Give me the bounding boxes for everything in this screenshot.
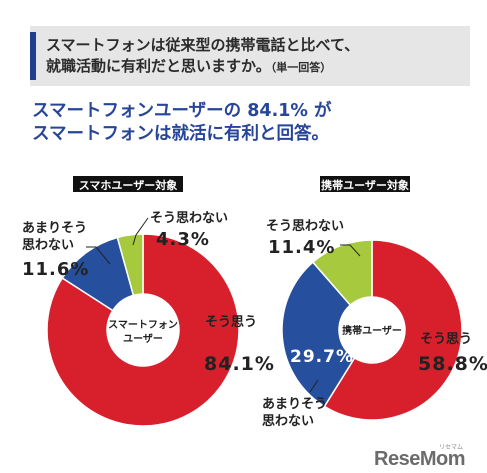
slice-label-2-3-line-1: そう思わない	[266, 219, 344, 234]
center-label-2-1: 携帯ユーザー	[342, 324, 402, 337]
headline: スマートフォンユーザーの 84.1% が スマートフォンは就活に有利と回答。	[32, 100, 332, 146]
slice-value-1-2: 11.6%	[22, 259, 89, 280]
slice-value-2-3: 11.4%	[268, 237, 335, 258]
leader-line-2-3	[340, 244, 361, 257]
question-line-2-text: 就職活動に有利だと思いますか。	[46, 57, 271, 75]
slice-1-1	[46, 233, 240, 427]
question-text: スマートフォンは従来型の携帯電話と比べて、 就職活動に有利だと思いますか。（単一…	[46, 35, 359, 78]
resemom-logo: ReseMom リセマム	[374, 445, 465, 471]
leader-line-1-2	[86, 246, 111, 265]
slice-label-2-2-line-1: あまりそう	[262, 397, 327, 412]
slice-label-1-2-line-1: あまりそう	[22, 221, 87, 236]
chart-title-bg-2	[320, 176, 410, 192]
question-line-2: 就職活動に有利だと思いますか。（単一回答）	[46, 56, 359, 78]
slice-value-1-3: 4.3%	[156, 229, 210, 250]
donut-hole-2	[339, 297, 405, 363]
logo-small-text: リセマム	[438, 445, 463, 451]
headline-line-1: スマートフォンユーザーの 84.1% が	[32, 101, 332, 121]
question-accent-bar	[30, 32, 36, 80]
slice-value-2-1: 58.8%	[418, 353, 487, 375]
center-label-1-2: ユーザー	[123, 333, 163, 345]
slice-label-1-1-line-1: そう思う	[205, 315, 257, 330]
slice-label-2-2-line-2: 思わない	[262, 414, 314, 429]
chart-title-1: スマホユーザー対象	[79, 178, 177, 192]
question-box: スマートフォンは従来型の携帯電話と比べて、 就職活動に有利だと思いますか。（単一…	[30, 26, 470, 86]
chart-title-bg-1	[73, 176, 183, 192]
question-note: （単一回答）	[270, 61, 332, 74]
center-label-1-1: スマートフォン	[108, 319, 178, 331]
slice-value-2-2: 29.7%	[290, 347, 354, 367]
slice-label-1-3-line-1: そう思わない	[150, 211, 228, 226]
donut-hole-1	[107, 294, 179, 366]
question-line-1: スマートフォンは従来型の携帯電話と比べて、	[46, 36, 360, 54]
slice-label-2-1-line-1: そう思う	[420, 332, 472, 347]
slice-label-1-2-line-2: 思わない	[22, 238, 74, 253]
leader-line-2-2	[309, 379, 319, 393]
slice-value-1-1: 84.1%	[204, 353, 275, 375]
logo-text: ReseMom	[374, 448, 465, 470]
leader-line-1-3	[132, 217, 149, 246]
chart-title-2: 携帯ユーザー対象	[321, 178, 409, 192]
headline-line-2: スマートフォンは就活に有利と回答。	[32, 124, 329, 144]
